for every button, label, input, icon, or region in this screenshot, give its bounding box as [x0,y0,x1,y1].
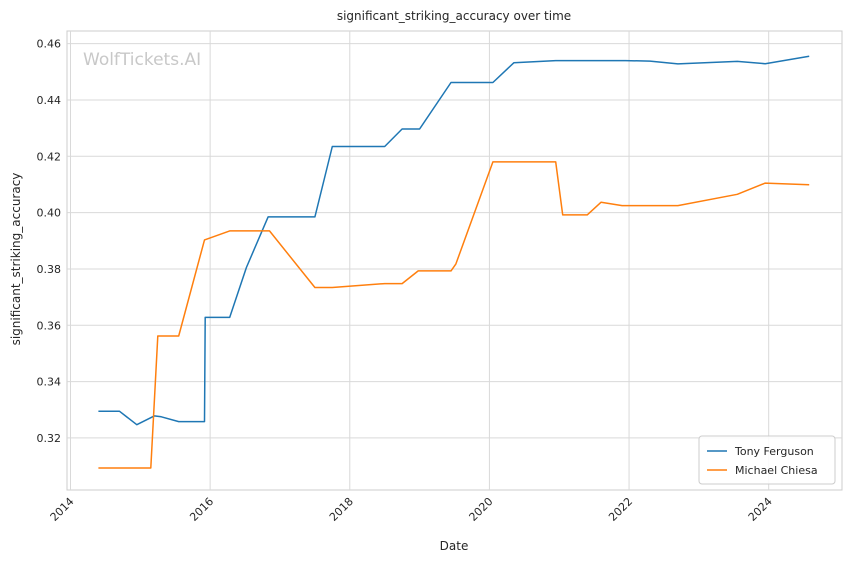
x-tick-label: 2018 [327,495,356,524]
y-tick-label: 0.42 [37,150,62,163]
chart-title: significant_striking_accuracy over time [337,9,571,23]
x-tick-label: 2022 [606,495,635,524]
y-tick-label: 0.36 [37,319,62,332]
series-line-tony-ferguson [98,55,810,426]
y-tick-label: 0.44 [37,94,62,107]
y-tick-label: 0.40 [37,207,62,220]
legend-label: Tony Ferguson [734,445,814,458]
watermark-text: WolfTickets.AI [83,50,201,70]
x-tick-label: 2024 [746,495,775,524]
plot-area [66,30,843,491]
x-tick-label: 2014 [48,495,77,524]
y-tick-label: 0.38 [37,263,62,276]
x-tick-label: 2020 [467,495,496,524]
x-axis-label: Date [440,539,469,553]
legend: Tony Ferguson Michael Chiesa [698,435,836,485]
y-axis-label: significant_striking_accuracy [9,173,23,346]
series-lines [98,55,810,469]
y-tick-label: 0.32 [37,432,62,445]
y-tick-label: 0.46 [37,38,62,51]
legend-label: Michael Chiesa [735,464,818,477]
x-tick-label: 2016 [187,495,216,524]
y-tick-label: 0.34 [37,376,62,389]
legend-box [698,435,836,485]
series-line-michael-chiesa [98,161,810,469]
